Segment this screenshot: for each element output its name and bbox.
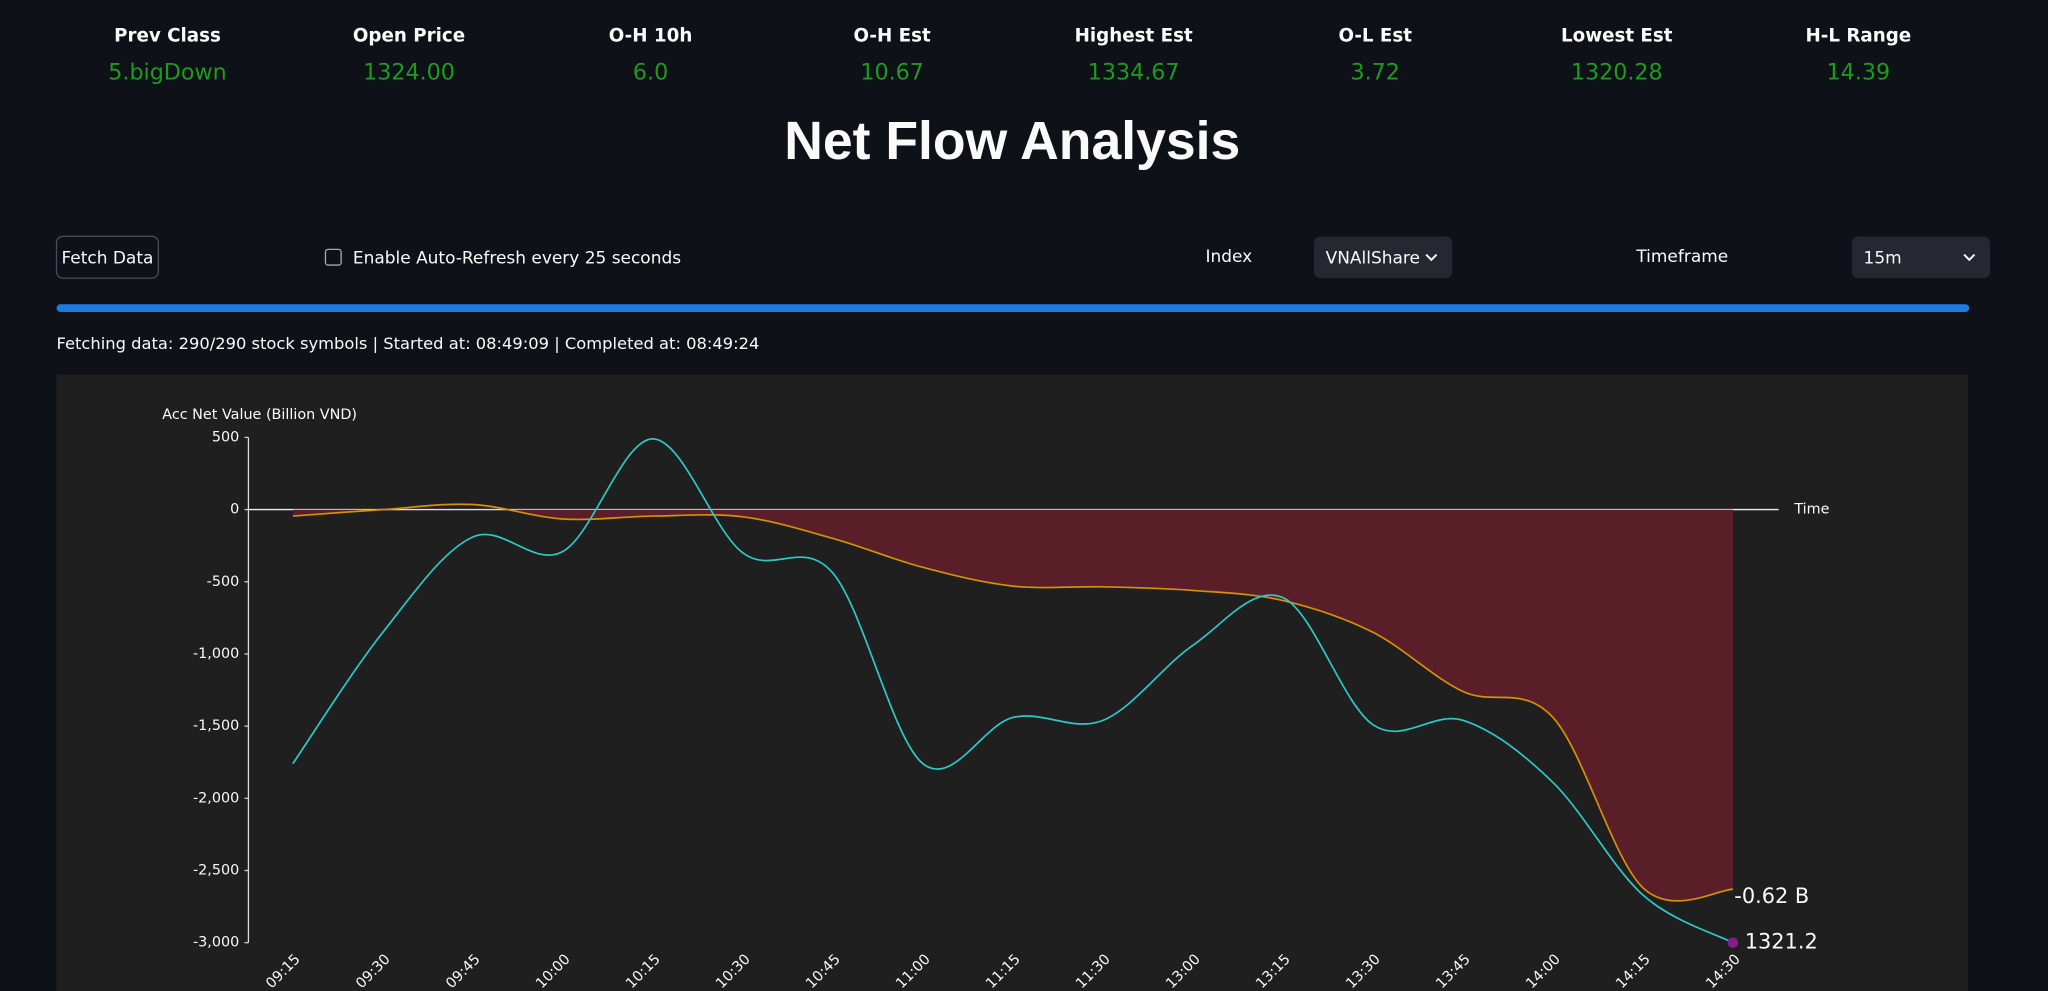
dropdown-arrow <box>1963 253 1976 262</box>
metric-label: Highest Est <box>1075 26 1193 47</box>
metric-value: 1324.00 <box>363 60 455 86</box>
y-tick-label: -2,500 <box>193 863 239 879</box>
metric-value: 10.67 <box>860 60 924 86</box>
y-tick-label: -1,500 <box>193 718 239 734</box>
end-label: 1321.2 <box>1745 930 1818 954</box>
x-axis-label: Time <box>1793 502 1829 518</box>
y-tick-label: -3,000 <box>193 935 239 951</box>
index-value[interactable]: VNAllShare <box>1326 249 1420 269</box>
checkbox-label[interactable]: Enable Auto-Refresh every 25 seconds <box>353 249 681 269</box>
y-tick-label: -2,000 <box>193 790 239 806</box>
metrics-row: Prev Class 5.bigDown Open Price 1324.00 O-H … <box>108 26 1911 86</box>
index-label: Index <box>1205 247 1252 267</box>
page-title: Net Flow Analysis <box>784 112 1240 171</box>
y-tick-label: 0 <box>230 502 239 518</box>
metric-label: H-L Range <box>1805 26 1911 47</box>
timeframe-value[interactable]: 15m <box>1864 249 1902 269</box>
index-select[interactable] <box>1313 236 1453 279</box>
dropdown-arrow <box>1425 253 1438 262</box>
end-dot <box>1727 937 1739 948</box>
metric-label: O-H 10h <box>609 26 693 47</box>
metric-value: 14.39 <box>1827 60 1891 86</box>
checkbox[interactable] <box>324 248 342 266</box>
status-text: Fetching data: 290/290 stock symbols | S… <box>57 334 760 353</box>
button-label[interactable]: Fetch Data <box>61 249 153 269</box>
timeframe-select[interactable] <box>1851 236 1991 279</box>
net-area <box>292 509 1733 901</box>
button-frame[interactable] <box>55 235 159 279</box>
y-tick-label: -1,000 <box>193 646 239 662</box>
y-tick-label: 500 <box>212 429 239 445</box>
series-line <box>292 503 1734 902</box>
fetch-button[interactable]: Fetch Data <box>55 235 159 279</box>
progress-bar <box>56 304 1970 313</box>
metric-value: 1334.67 <box>1088 60 1180 86</box>
metric-label: Prev Class <box>114 26 221 47</box>
metric-label: O-L Est <box>1338 26 1412 47</box>
metric-value: 1320.28 <box>1571 60 1663 86</box>
metric-value: 3.72 <box>1351 60 1400 86</box>
timeframe-label: Timeframe <box>1635 247 1728 267</box>
y-tick-label: -500 <box>207 574 240 590</box>
metric-label: Open Price <box>353 26 465 47</box>
metric-label: Lowest Est <box>1561 26 1673 47</box>
y-axis-label: Acc Net Value (Billion VND) <box>162 407 357 423</box>
end-label: -0.62 B <box>1734 884 1809 908</box>
series-line <box>292 437 1734 944</box>
metric-value: 5.bigDown <box>108 60 226 86</box>
metric-value: 6.0 <box>633 60 668 86</box>
metric-label: O-H Est <box>854 26 931 47</box>
